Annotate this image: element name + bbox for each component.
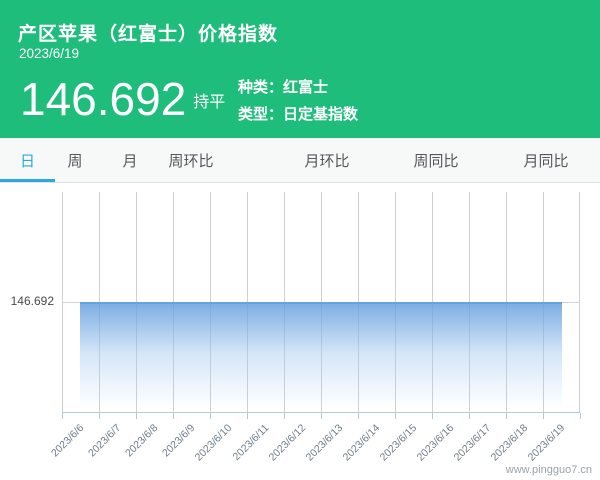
tab-month-on-month[interactable]: 月环比 [304,152,350,170]
y-axis-tick-label: 146.692 [10,294,54,308]
index-meta: 种类：红富士 类型：日定基指数 [238,74,358,128]
tab-week-on-week[interactable]: 周环比 [168,152,214,170]
meta-type-value: 日定基指数 [283,106,359,123]
header: 产区苹果（红富士）价格指数 2023/6/19 146.692 持平 种类：红富… [0,0,600,138]
x-axis-line [62,412,580,413]
index-value: 146.692 [20,73,187,125]
tab-week[interactable]: 周 [67,152,83,170]
period-tabbar: 日 周 月 周环比 月环比 周同比 月同比 [0,138,600,183]
index-value-row: 146.692 持平 [20,76,225,122]
meta-type-label: 类型： [238,106,284,123]
meta-variety-value: 红富士 [283,79,329,96]
header-date: 2023/6/19 [19,46,80,61]
tab-month-yoy[interactable]: 月同比 [523,152,569,170]
page-title: 产区苹果（红富士）价格指数 [18,24,279,45]
trend-label: 持平 [193,94,226,111]
chart-plot-area [62,192,580,413]
tab-week-yoy[interactable]: 周同比 [413,152,459,170]
meta-type: 类型：日定基指数 [238,101,358,128]
tab-month[interactable]: 月 [122,152,138,170]
x-axis-ticks [62,413,581,419]
area-series [80,302,562,413]
price-index-chart: 146.692 2023/6/6 2023/6/7 2023/6/8 2023/… [0,183,600,480]
meta-variety: 种类：红富士 [238,74,358,101]
meta-variety-label: 种类： [238,79,284,96]
site-watermark: www.pingguo7.cn [505,464,592,476]
tab-day[interactable]: 日 [0,138,55,182]
